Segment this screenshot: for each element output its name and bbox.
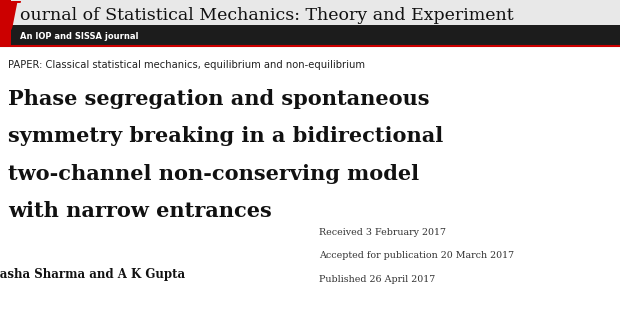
Text: An IOP and SISSA journal: An IOP and SISSA journal [20, 32, 138, 41]
Text: J: J [2, 0, 19, 34]
Text: Accepted for publication 20 March 2017: Accepted for publication 20 March 2017 [319, 251, 515, 260]
Text: PAPER: Classical statistical mechanics, equilibrium and non-equilibrium: PAPER: Classical statistical mechanics, … [8, 60, 365, 70]
Text: ournal of Statistical Mechanics: Theory and Experiment: ournal of Statistical Mechanics: Theory … [20, 7, 513, 24]
Text: Published 26 April 2017: Published 26 April 2017 [319, 274, 435, 284]
Text: symmetry breaking in a bidirectional: symmetry breaking in a bidirectional [8, 126, 443, 146]
Bar [0, 0, 620, 45]
Bar [0, 0, 11, 45]
Text: Received 3 February 2017: Received 3 February 2017 [319, 228, 446, 237]
Text: Phase segregation and spontaneous: Phase segregation and spontaneous [8, 89, 430, 109]
Text: with narrow entrances: with narrow entrances [8, 201, 272, 221]
Bar [0, 25, 620, 45]
Text: Natasha Sharma and A K Gupta: Natasha Sharma and A K Gupta [0, 268, 185, 281]
Text: two-channel non-conserving model: two-channel non-conserving model [8, 164, 419, 184]
